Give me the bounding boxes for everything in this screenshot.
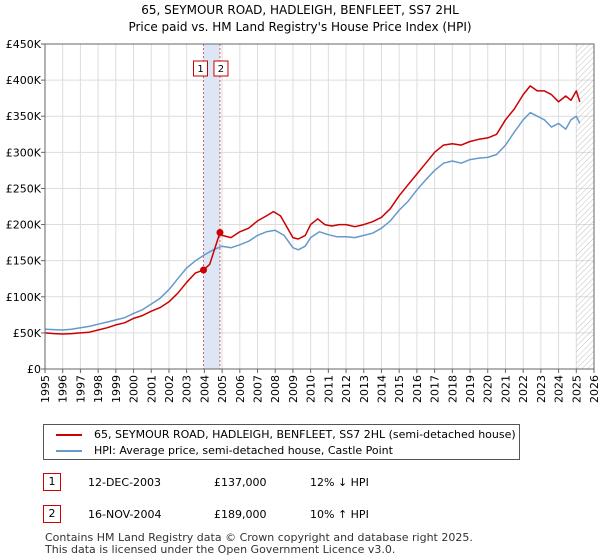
- x-tick-label: 2010: [305, 375, 318, 403]
- legend: 65, SEYMOUR ROAD, HADLEIGH, BENFLEET, SS…: [43, 424, 520, 460]
- sale-number-label: 2: [218, 64, 224, 75]
- series: [44, 85, 581, 335]
- x-tick-label: 2018: [446, 375, 459, 403]
- price-chart: 65, SEYMOUR ROAD, HADLEIGH, BENFLEET, SS…: [6, 3, 600, 403]
- footer: Contains HM Land Registry data © Crown c…: [45, 532, 473, 556]
- transaction-price: £189,000: [214, 508, 267, 521]
- hpi-line: [44, 111, 581, 331]
- axis-frame: [44, 43, 595, 370]
- chart-subtitle: Price paid vs. HM Land Registry's House …: [128, 20, 471, 34]
- x-tick-label: 2020: [482, 375, 495, 403]
- transaction-hpi-diff: 10% ↑ HPI: [310, 508, 369, 521]
- legend-item-property: 65, SEYMOUR ROAD, HADLEIGH, BENFLEET, SS…: [56, 427, 516, 443]
- x-tick-label: 2011: [322, 375, 335, 403]
- y-tick-label: £50K: [13, 327, 42, 340]
- x-tick-label: 2021: [499, 375, 512, 403]
- y-tick-label: £450K: [6, 38, 42, 51]
- transaction-hpi-diff: 12% ↓ HPI: [310, 476, 369, 489]
- footer-copyright: Contains HM Land Registry data © Crown c…: [45, 531, 473, 544]
- y-tick-label: £350K: [6, 110, 42, 123]
- y-tick-label: £150K: [6, 255, 42, 268]
- property-line: [44, 85, 581, 335]
- x-tick-label: 2004: [198, 375, 211, 403]
- x-tick-label: 1995: [39, 375, 52, 403]
- transaction-number: 2: [43, 505, 61, 523]
- y-tick-label: £200K: [6, 219, 42, 232]
- future-hatch: [576, 44, 594, 369]
- x-tick-label: 2003: [181, 375, 194, 403]
- y-tick-label: £100K: [6, 291, 42, 304]
- x-tick-label: 2022: [517, 375, 530, 403]
- x-tick-label: 1998: [92, 375, 105, 403]
- sale-number-box: [193, 60, 209, 77]
- transaction-row: 1 12-DEC-2003 £137,000 12% ↓ HPI: [43, 473, 543, 493]
- x-tick-label: 2013: [358, 375, 371, 403]
- x-tick-label: 2002: [163, 375, 176, 403]
- plot-area: [45, 44, 594, 369]
- y-tick-label: £300K: [6, 146, 42, 159]
- sale-number-box: [213, 60, 229, 77]
- x-tick-label: 2024: [553, 375, 566, 403]
- x-tick-label: 2012: [340, 375, 353, 403]
- x-tick-label: 2007: [252, 375, 265, 403]
- x-tick-label: 2023: [535, 375, 548, 403]
- x-tick-label: 1997: [74, 375, 87, 403]
- x-tick-label: 2006: [234, 375, 247, 403]
- x-tick-label: 2019: [464, 375, 477, 403]
- y-tick-label: £0: [27, 363, 41, 376]
- y-tick-label: £400K: [6, 74, 42, 87]
- x-tick-label: 2015: [393, 375, 406, 403]
- transaction-date: 12-DEC-2003: [88, 476, 162, 489]
- transaction-price: £137,000: [214, 476, 267, 489]
- transaction-date: 16-NOV-2004: [88, 508, 162, 521]
- grid: [44, 43, 595, 370]
- chart-title: 65, SEYMOUR ROAD, HADLEIGH, BENFLEET, SS…: [141, 3, 459, 17]
- x-tick-label: 2026: [588, 375, 600, 403]
- transaction-number: 1: [43, 473, 61, 491]
- x-tick-label: 2005: [216, 375, 229, 403]
- legend-label-property: 65, SEYMOUR ROAD, HADLEIGH, BENFLEET, SS…: [94, 428, 516, 441]
- x-tick-label: 2009: [287, 375, 300, 403]
- x-tick-label: 2017: [429, 375, 442, 403]
- legend-swatch-property: [56, 434, 82, 436]
- legend-item-hpi: HPI: Average price, semi-detached house,…: [56, 443, 393, 459]
- x-tick-label: 2016: [411, 375, 424, 403]
- x-tick-label: 2008: [269, 375, 282, 403]
- x-tick-label: 2025: [570, 375, 583, 403]
- x-tick-label: 2000: [128, 375, 141, 403]
- y-tick-label: £250K: [6, 182, 42, 195]
- legend-swatch-hpi: [56, 450, 82, 452]
- transaction-row: 2 16-NOV-2004 £189,000 10% ↑ HPI: [43, 505, 543, 525]
- x-tick-label: 2014: [375, 375, 388, 403]
- legend-label-hpi: HPI: Average price, semi-detached house,…: [94, 444, 393, 457]
- sale-band: [203, 44, 220, 369]
- sale-number-label: 1: [197, 64, 203, 75]
- sale-bands: [203, 44, 594, 369]
- sale-marker: [216, 229, 224, 236]
- x-tick-label: 1996: [57, 375, 70, 403]
- x-tick-label: 1999: [110, 375, 123, 403]
- x-tick-label: 2001: [145, 375, 158, 403]
- axes: £0 £50K £100K £150K £200K £250K £300K £350K £400…: [6, 38, 600, 403]
- sale-marker: [200, 266, 208, 274]
- footer-licence: This data is licensed under the Open Gov…: [45, 543, 396, 556]
